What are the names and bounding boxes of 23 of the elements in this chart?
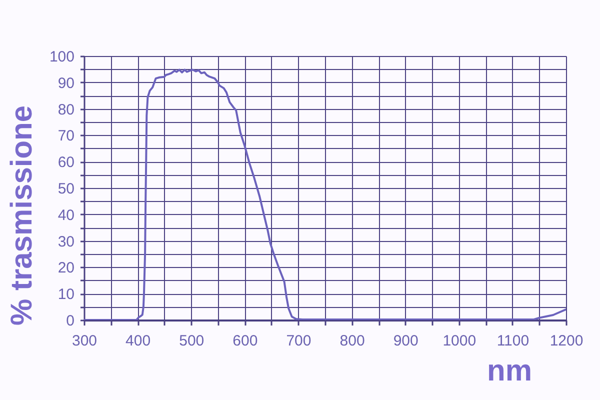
x-tick-label: 500 xyxy=(179,332,204,350)
x-tick-label: 700 xyxy=(286,332,312,350)
y-tick-label: 20 xyxy=(58,260,74,277)
y-tick-label: 100 xyxy=(49,48,74,66)
y-tick-label: 40 xyxy=(58,206,74,224)
y-tick-label: 50 xyxy=(58,180,74,198)
y-axis-title: % trasmissione xyxy=(6,105,38,326)
x-tick-label: 300 xyxy=(72,332,98,350)
x-tick-label: 1100 xyxy=(496,332,530,350)
y-tick-label: 30 xyxy=(58,233,74,250)
x-tick-label: 1200 xyxy=(550,332,584,350)
x-axis-title: nm xyxy=(487,354,532,388)
y-tick-label: 60 xyxy=(58,154,74,172)
x-tick-label: 1000 xyxy=(442,332,476,350)
y-tick-label: 0 xyxy=(66,312,74,330)
x-tick-label: 400 xyxy=(126,332,151,350)
x-tick-label: 900 xyxy=(393,332,418,350)
y-tick-label: 90 xyxy=(58,74,74,92)
y-tick-label: 80 xyxy=(58,101,74,118)
y-tick-label: 70 xyxy=(58,128,74,145)
x-tick-label: 600 xyxy=(232,332,258,350)
x-tick-label: 800 xyxy=(340,332,365,350)
y-tick-label: 10 xyxy=(58,286,74,304)
